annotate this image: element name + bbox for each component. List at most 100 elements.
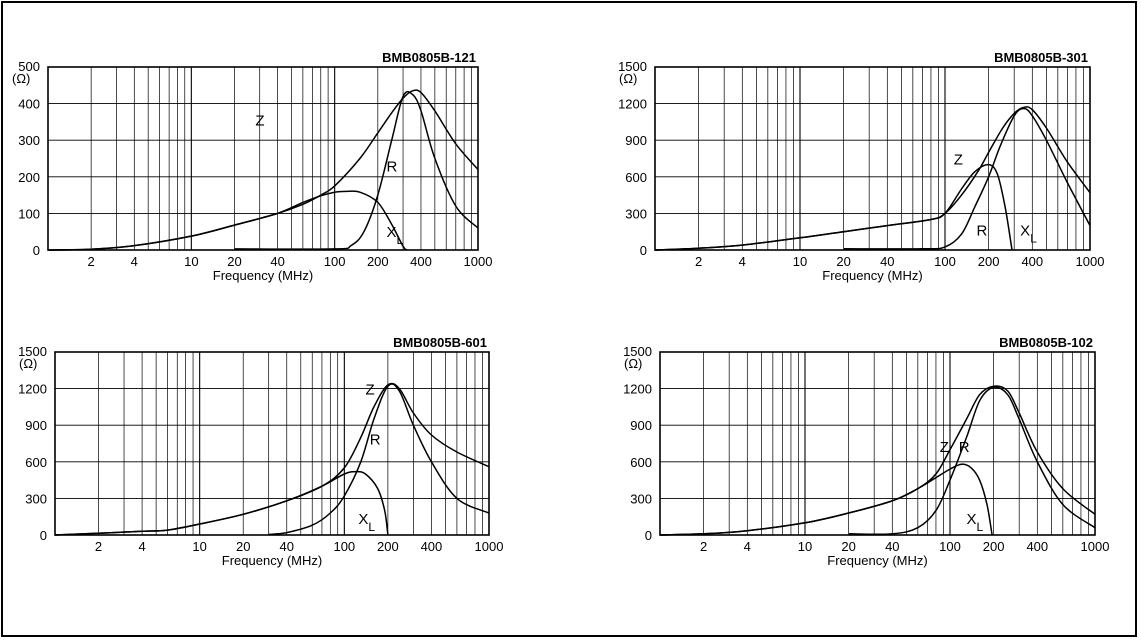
series-r-line — [843, 107, 1091, 250]
x-tick-label: 10 — [184, 254, 198, 269]
y-tick-label: 0 — [645, 528, 652, 543]
x-tick-label: 4 — [131, 254, 138, 269]
chart-title: BMB0805B-301 — [994, 50, 1088, 65]
x-tick-label: 10 — [793, 254, 807, 269]
chart-title: BMB0805B-102 — [999, 335, 1093, 350]
x-tick-label: 400 — [1021, 254, 1043, 269]
y-tick-label: 0 — [33, 243, 40, 258]
y-tick-label: 400 — [18, 97, 40, 112]
y-tick-label: 1200 — [623, 382, 652, 397]
chart-title: BMB0805B-121 — [382, 50, 476, 65]
x-tick-label: 1000 — [464, 254, 493, 269]
y-unit-label: (Ω) — [12, 71, 30, 86]
y-tick-label: 600 — [630, 455, 652, 470]
r-curve-label: R — [959, 439, 970, 456]
y-tick-label: 0 — [40, 528, 47, 543]
xl-curve-label: XL — [358, 511, 375, 534]
y-unit-label: (Ω) — [624, 356, 642, 371]
x-tick-label: 2 — [700, 539, 707, 554]
series-r-line — [848, 386, 1096, 535]
x-tick-label: 400 — [410, 254, 432, 269]
x-axis-title: Frequency (MHz) — [222, 553, 322, 568]
x-tick-label: 10 — [192, 539, 206, 554]
x-tick-label: 100 — [939, 539, 961, 554]
y-tick-label: 1500 — [618, 59, 647, 74]
r-curve-label: R — [370, 432, 381, 449]
y-unit-label: (Ω) — [19, 356, 37, 371]
chart-title: BMB0805B-601 — [393, 335, 487, 350]
chart-2: BMB0805B-301 0 300 600 900 1200 1500(Ω) 2 4 10 20 4… — [618, 50, 1104, 283]
x-tick-label: 40 — [885, 539, 899, 554]
x-tick-label: 400 — [1026, 539, 1048, 554]
y-tick-label: 300 — [18, 133, 40, 148]
y-tick-label: 1200 — [18, 382, 47, 397]
x-tick-label: 40 — [270, 254, 284, 269]
x-tick-label: 400 — [421, 539, 443, 554]
x-tick-label: 1000 — [475, 539, 504, 554]
y-tick-label: 900 — [25, 418, 47, 433]
plot-border — [659, 351, 1096, 536]
z-curve-label: Z — [954, 152, 963, 169]
x-tick-label: 20 — [836, 254, 850, 269]
x-tick-label: 2 — [95, 539, 102, 554]
x-axis-title: Frequency (MHz) — [822, 268, 922, 283]
chart-4: BMB0805B-102 0 300 600 900 1200 1500(Ω) 2 4 10 20 4… — [623, 335, 1109, 568]
series-r-line — [268, 383, 490, 536]
x-tick-label: 100 — [934, 254, 956, 269]
plot-border — [654, 66, 1091, 251]
series-xl-line — [654, 163, 1013, 251]
xl-curve-label: XL — [387, 224, 404, 247]
x-tick-label: 100 — [333, 539, 355, 554]
x-tick-label: 4 — [739, 254, 746, 269]
y-tick-label: 1500 — [623, 344, 652, 359]
x-axis-title: Frequency (MHz) — [213, 268, 313, 283]
x-tick-label: 20 — [841, 539, 855, 554]
xl-curve-label: XL — [967, 511, 984, 534]
z-curve-label: Z — [365, 382, 374, 399]
x-tick-label: 4 — [744, 539, 751, 554]
x-tick-label: 2 — [695, 254, 702, 269]
chart-1: BMB0805B-121 0 100 200 300 400 500(Ω) 2 4 10 20 40 1… — [12, 50, 492, 283]
y-tick-label: 900 — [625, 133, 647, 148]
x-tick-label: 40 — [280, 539, 294, 554]
series-xl-line — [659, 463, 993, 536]
y-tick-label: 1200 — [618, 97, 647, 112]
y-tick-label: 300 — [625, 206, 647, 221]
x-tick-label: 200 — [983, 539, 1005, 554]
plot-border — [54, 351, 490, 536]
series-xl-line — [54, 470, 389, 536]
x-tick-label: 20 — [227, 254, 241, 269]
y-tick-label: 300 — [25, 491, 47, 506]
x-tick-label: 40 — [880, 254, 894, 269]
y-tick-label: 500 — [18, 59, 40, 74]
chart-3: BMB0805B-601 0 300 600 900 1200 1500(Ω) 2 4 10 20 4… — [18, 335, 503, 568]
xl-curve-label: XL — [1020, 222, 1037, 245]
r-curve-label: R — [977, 222, 988, 239]
y-tick-label: 300 — [630, 491, 652, 506]
series-z-line — [54, 382, 490, 536]
series-z-line — [659, 385, 1096, 536]
plot-border — [47, 66, 479, 251]
series-r-line — [234, 90, 479, 250]
r-curve-label: R — [387, 158, 398, 175]
y-unit-label: (Ω) — [619, 71, 637, 86]
x-tick-label: 10 — [798, 539, 812, 554]
series-xl-line — [47, 190, 408, 251]
x-tick-label: 200 — [978, 254, 1000, 269]
z-curve-label: Z — [940, 439, 949, 456]
y-tick-label: 0 — [640, 243, 647, 258]
y-tick-label: 600 — [625, 170, 647, 185]
x-tick-label: 100 — [324, 254, 346, 269]
x-tick-label: 200 — [377, 539, 399, 554]
x-tick-label: 1000 — [1081, 539, 1110, 554]
y-tick-label: 600 — [25, 455, 47, 470]
y-tick-label: 1500 — [18, 344, 47, 359]
y-tick-label: 900 — [630, 418, 652, 433]
y-tick-label: 200 — [18, 170, 40, 185]
x-tick-label: 200 — [367, 254, 389, 269]
x-tick-label: 20 — [236, 539, 250, 554]
x-tick-label: 4 — [138, 539, 145, 554]
x-axis-title: Frequency (MHz) — [827, 553, 927, 568]
x-tick-label: 2 — [88, 254, 95, 269]
